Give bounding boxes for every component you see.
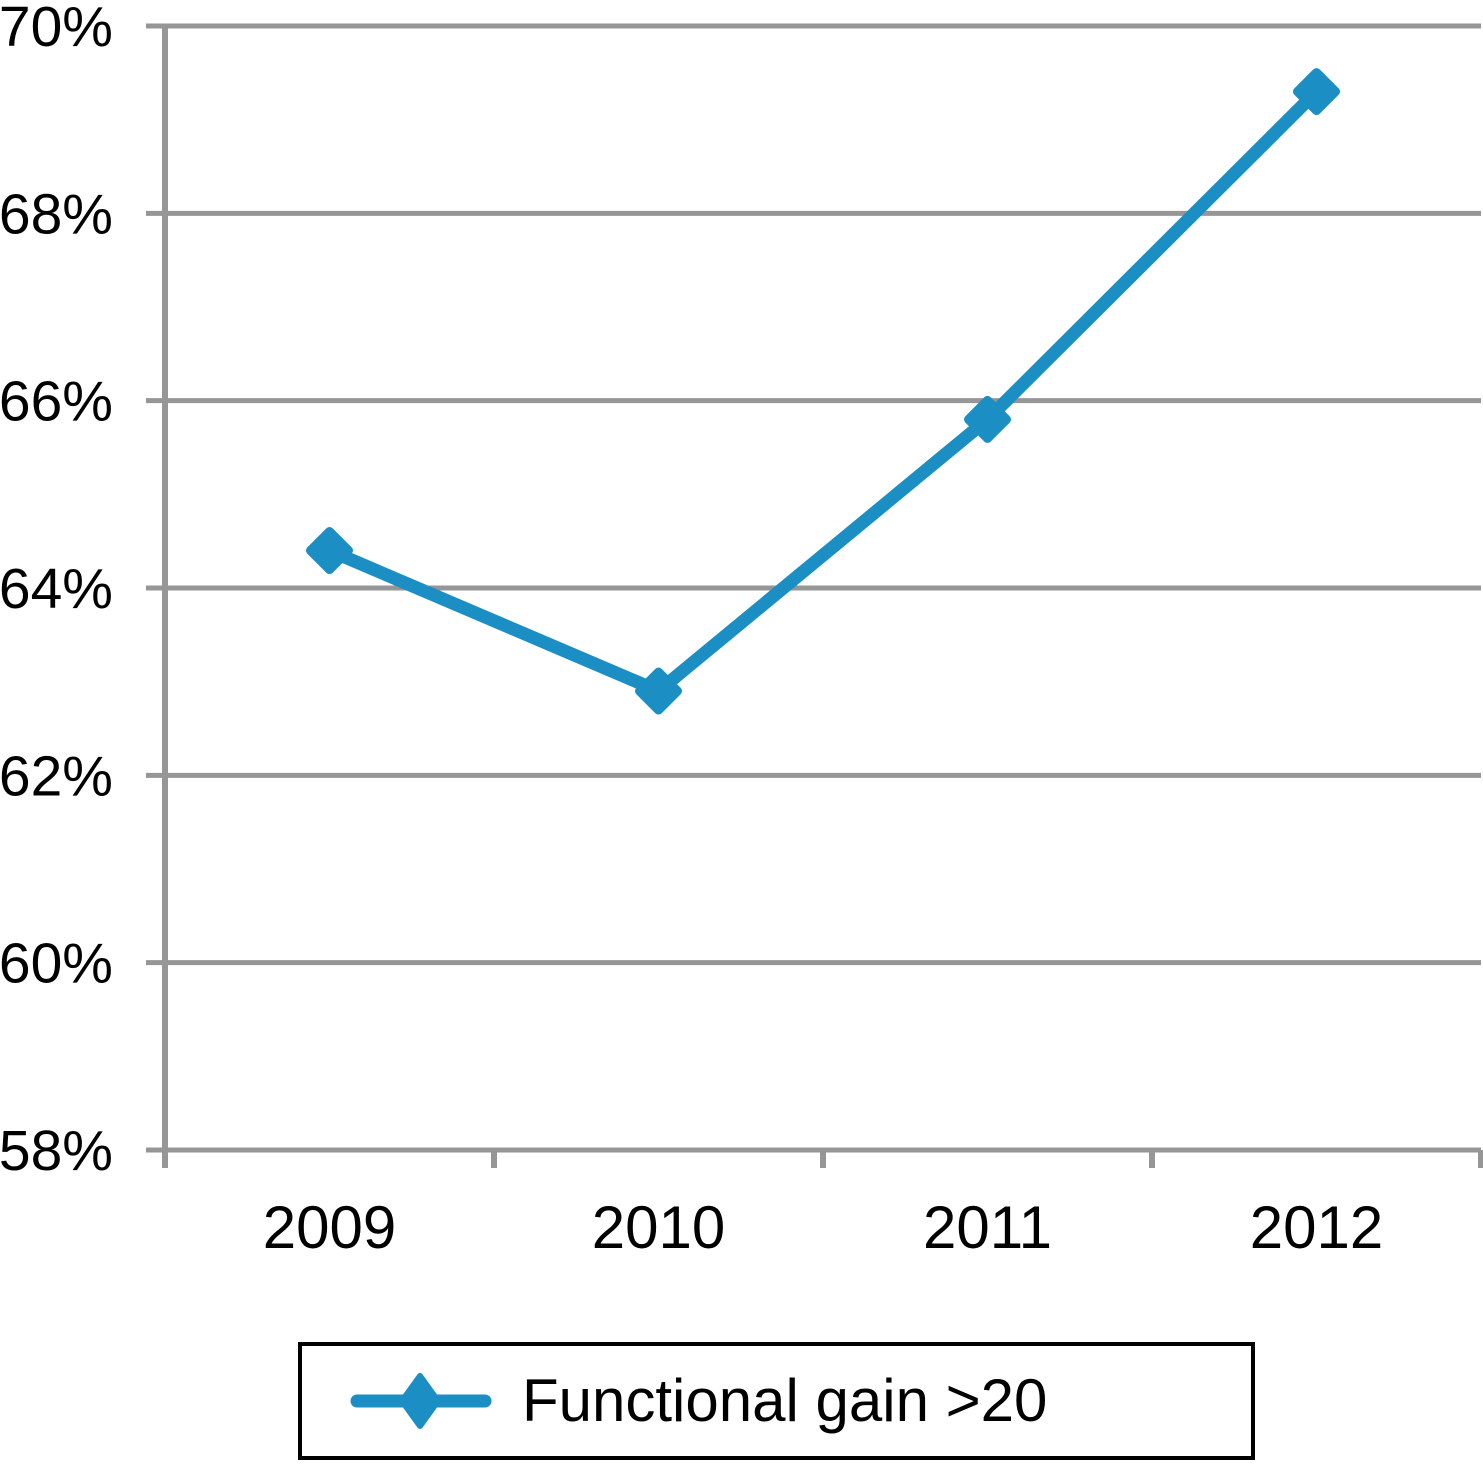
- legend-line-marker-icon: [350, 1373, 492, 1429]
- x-tick-label: 2010: [592, 1194, 725, 1261]
- series-line: [323, 85, 1323, 698]
- x-tick-label: 2009: [263, 1194, 396, 1261]
- y-tick-label: 58%: [0, 1119, 113, 1183]
- data-point-marker: [1293, 68, 1340, 116]
- legend-diamond-icon: [399, 1373, 441, 1429]
- y-tick-label: 62%: [0, 744, 113, 808]
- data-point-marker: [964, 395, 1011, 443]
- data-point-marker: [635, 667, 682, 715]
- y-tick-label: 68%: [0, 182, 113, 246]
- y-tick-label: 60%: [0, 932, 113, 996]
- x-tick-label: 2012: [1250, 1194, 1383, 1261]
- y-tick-label: 66%: [0, 370, 113, 434]
- legend: Functional gain >20: [298, 1342, 1255, 1460]
- legend-label: Functional gain >20: [522, 1367, 1048, 1434]
- x-tick-label: 2011: [923, 1194, 1052, 1261]
- data-point-marker: [306, 527, 353, 575]
- y-tick-label: 64%: [0, 557, 113, 621]
- y-tick-label: 70%: [0, 0, 113, 59]
